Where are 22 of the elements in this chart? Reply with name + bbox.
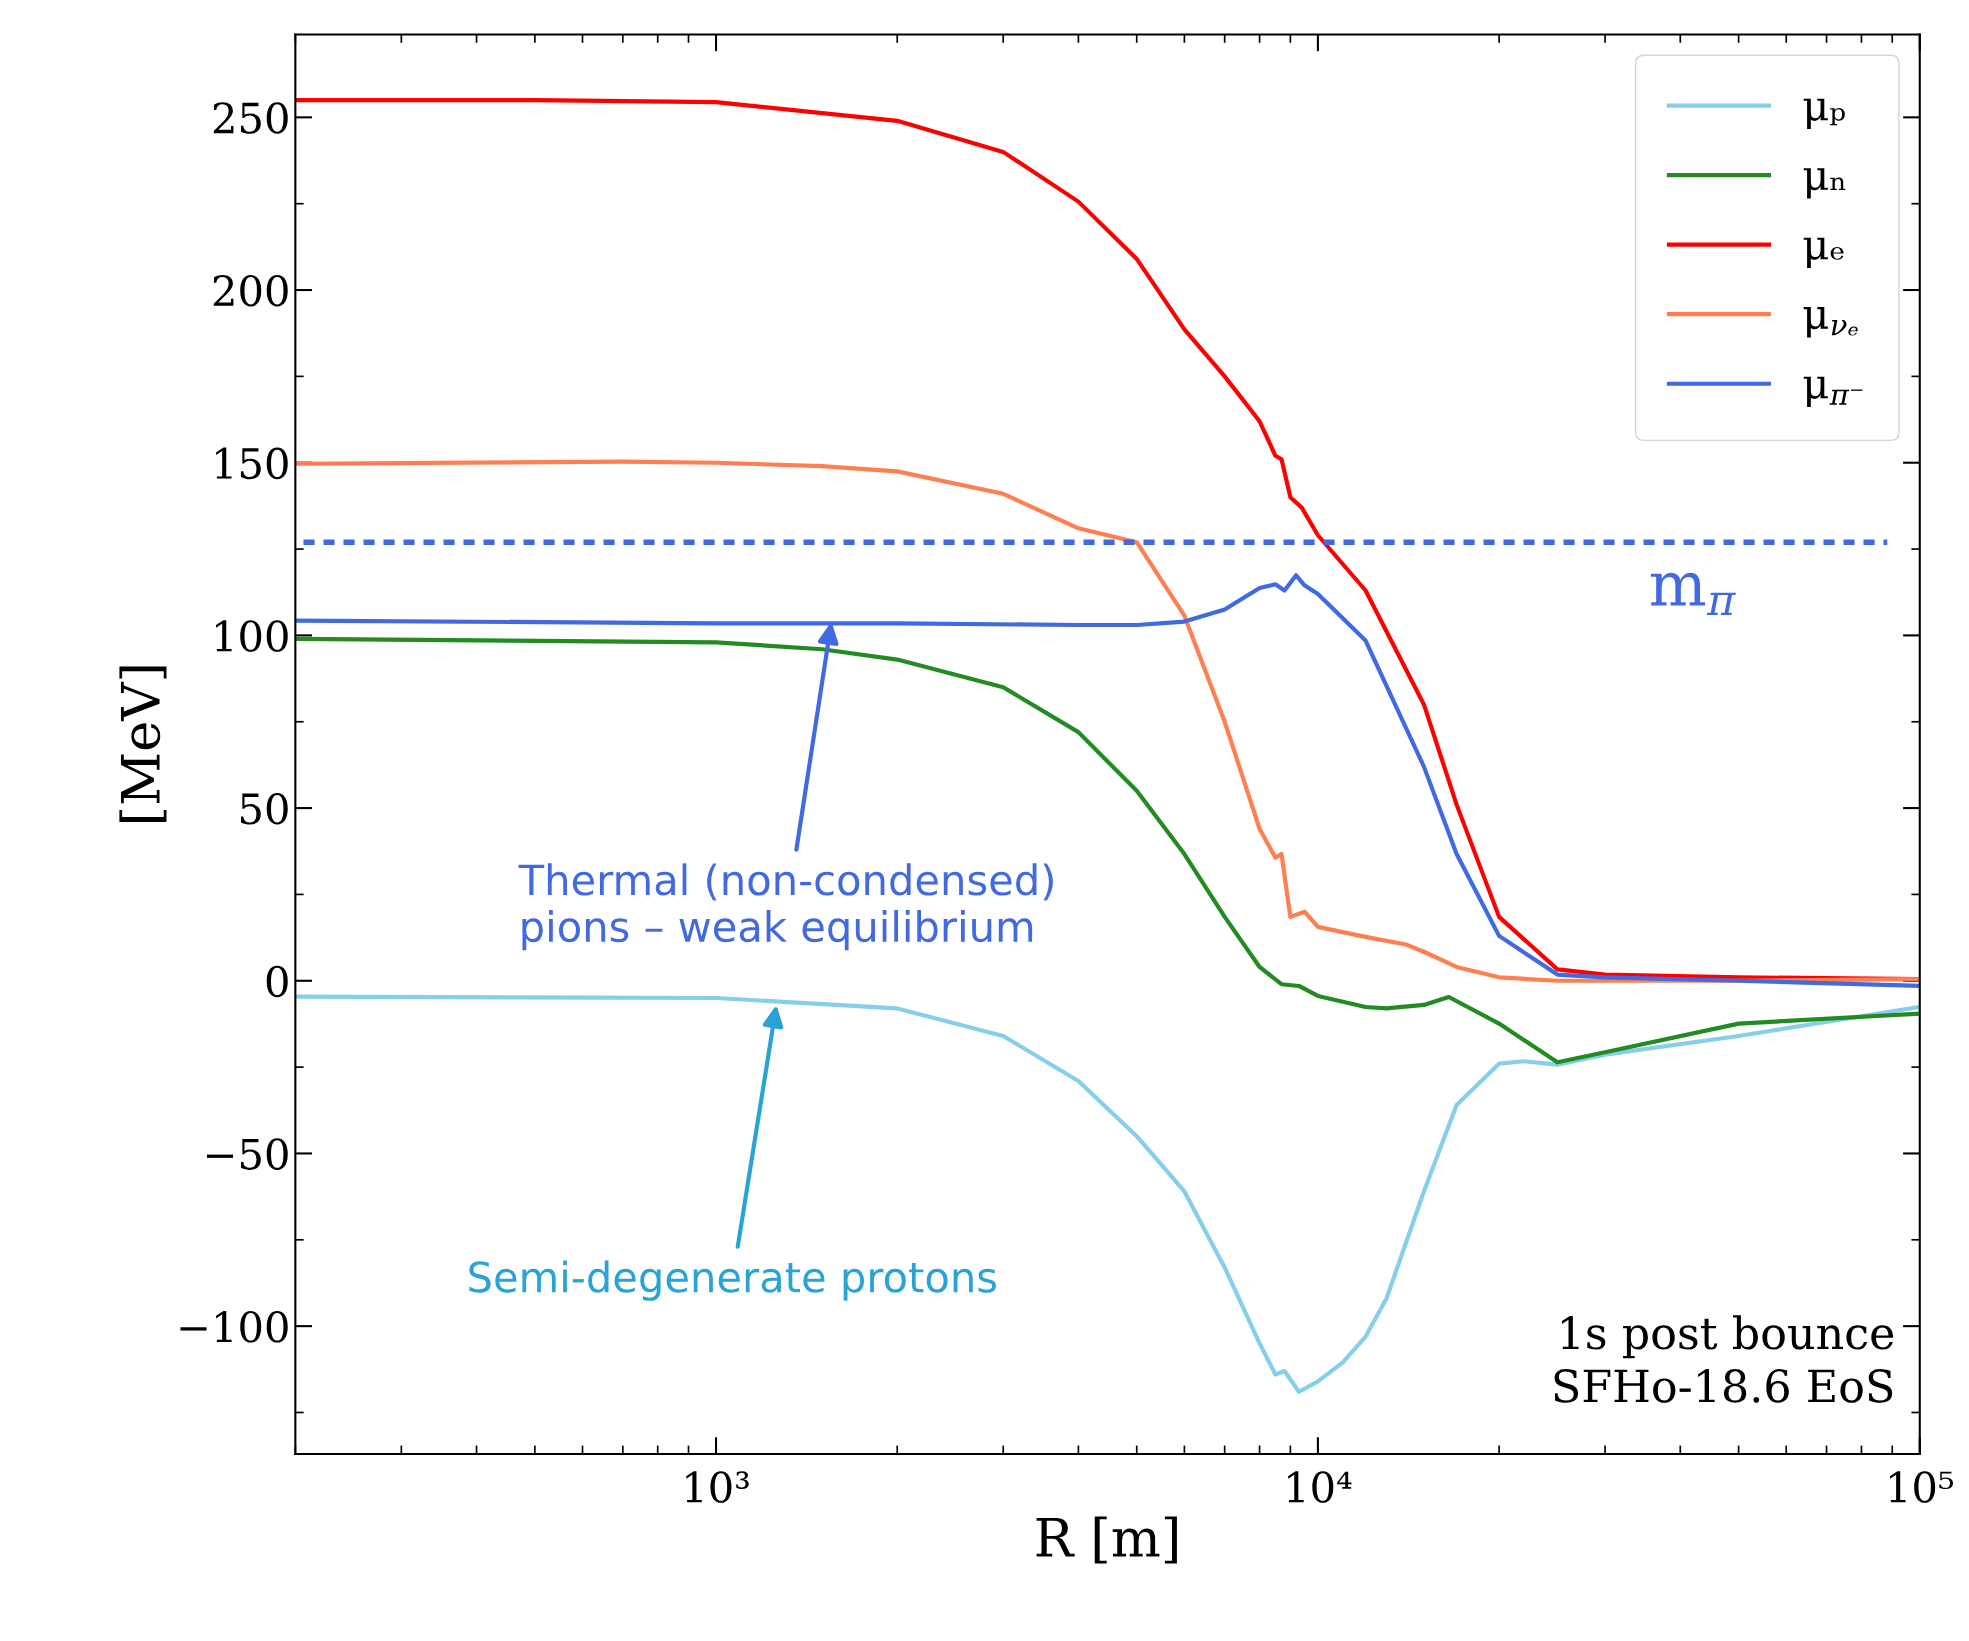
y-tick-label: −50 [206,1138,288,1170]
x-tick-label: 10⁴ [1288,1471,1352,1503]
x-tick-label: 10³ [686,1471,749,1503]
y-tick-label: −100 [180,1311,288,1343]
y-tick-label: 50 [241,792,288,825]
y-tick-label: 150 [216,447,288,480]
legend-label: μₚ [1803,98,1845,129]
y-tick-label: 0 [266,965,288,998]
x-tick-label: 10⁵ [1890,1471,1954,1503]
annotation: Semi-degenerate protons [469,1260,996,1301]
annotation: Thermal (non-condensed) pions – weak equilibrium [518,863,1053,951]
legend-label: μ$_{νₑ}$ [1803,307,1858,338]
legend-label: μ$_{π⁻}$ [1803,376,1863,407]
y-tick-label: 200 [213,274,288,307]
legend-label: μₑ [1803,237,1844,268]
legend-label: μₙ [1803,168,1846,199]
y-tick-label: 100 [216,620,288,652]
annotation: 1s post bounce SFHo-18.6 EoS [1554,1315,1894,1403]
y-axis-title: [MeV] [119,666,167,822]
x-axis-title: R [m] [1036,1516,1177,1564]
y-tick-label: 250 [213,102,288,134]
ref-line-label: m$_{π}$ [1650,572,1736,615]
